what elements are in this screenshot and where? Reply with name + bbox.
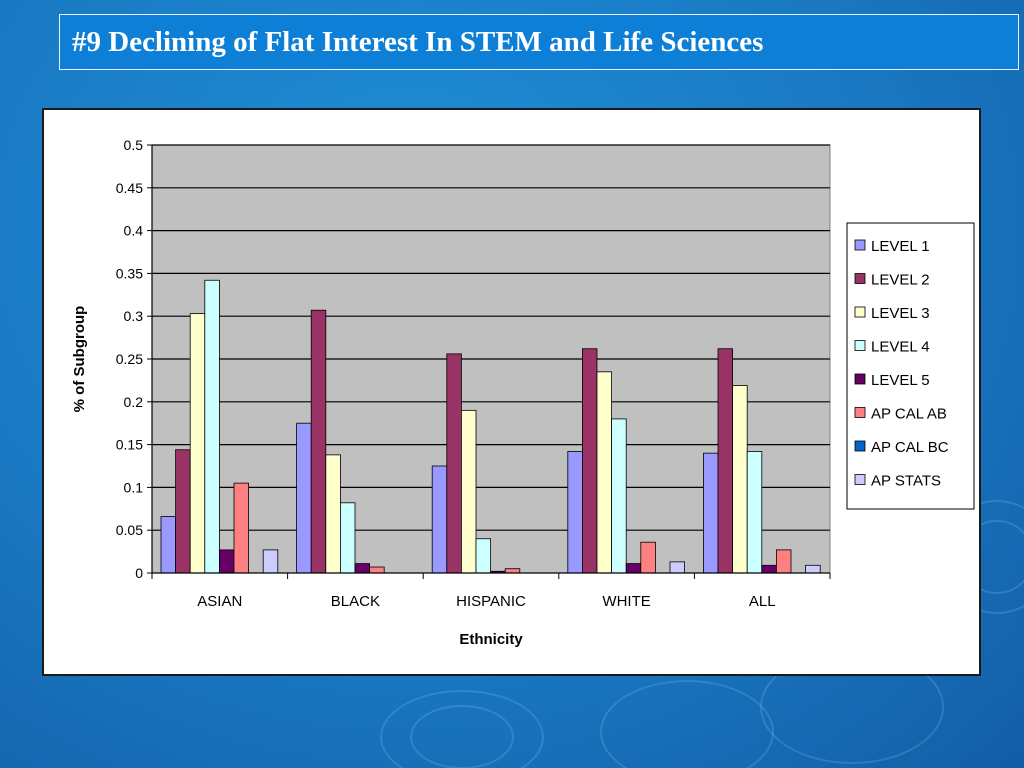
legend-label: AP STATS [871,473,941,490]
bar [262,549,279,574]
legend-label: LEVEL 1 [871,238,930,255]
legend-label: LEVEL 3 [871,305,930,322]
bar [189,313,206,574]
bar [732,385,748,574]
bar [625,563,642,574]
y-tick-label: 0.4 [124,223,144,239]
bar [369,566,385,574]
x-tick-label: ASIAN [197,593,242,610]
bar-chart: 0 0.05 0.1 0.15 0.2 0.25 0.3 0.35 0.4 0.45 0.5 ASIA… [71,137,975,648]
bar [761,564,777,574]
legend-swatch [854,306,866,318]
legend-label: AP CAL BC [871,439,949,456]
bar [475,538,492,574]
legend-label: AP CAL AB [871,406,947,423]
legend-swatch [854,474,866,485]
y-tick-label: 0.2 [124,394,144,410]
bar [582,348,598,574]
legend-box [846,222,975,510]
y-tick-label: 0.45 [116,180,143,196]
legend-swatch [854,407,866,418]
bar [596,371,613,574]
legend-items: LEVEL 1 LEVEL 2 LEVEL 3 LEVEL 4 LEVEL 5 AP CA… [854,238,949,490]
y-axis-title: % of Subgroup [71,306,88,413]
bar [611,418,627,574]
bar [717,348,734,574]
decorative-ripple [380,690,544,768]
bar [310,309,327,574]
chart-panel: 0 0.05 0.1 0.15 0.2 0.25 0.3 0.35 0.4 0.45 0.5 ASIA… [42,108,981,676]
bar [175,449,191,574]
legend-label: LEVEL 4 [871,339,930,356]
decorative-ripple [600,680,774,768]
y-tick-label: 0.1 [124,479,144,495]
legend-label: LEVEL 5 [871,372,930,389]
grid-lines [152,144,830,531]
x-tick-label: HISPANIC [456,593,526,610]
legend-swatch [854,340,866,351]
legend-swatch [854,440,866,452]
x-tick-label: ALL [749,593,776,610]
bar [204,279,220,574]
bar [805,564,821,574]
x-tick-label: BLACK [331,593,380,610]
bar [160,516,177,574]
y-tick-label: 0.05 [116,522,143,538]
y-tick-label: 0.3 [124,308,144,324]
bar [296,422,312,574]
bar [669,561,686,574]
axes: 0 0.05 0.1 0.15 0.2 0.25 0.3 0.35 0.4 0.45 0.5 ASIA… [116,137,831,610]
legend: LEVEL 1 LEVEL 2 LEVEL 3 LEVEL 4 LEVEL 5 AP CA… [846,222,975,510]
bar [431,465,448,574]
bar [446,353,462,574]
bar [233,482,250,574]
bar [325,454,341,574]
bar [218,549,235,574]
bar [640,541,656,574]
y-tick-label: 0.25 [116,351,143,367]
legend-label: LEVEL 2 [871,272,930,289]
slide-title-box: #9 Declining of Flat Interest In STEM an… [59,14,1019,70]
decorative-ripple [410,705,514,768]
bar [354,563,371,574]
y-tick-label: 0.5 [124,137,144,153]
legend-swatch [854,239,866,251]
bar [460,409,477,574]
bar [339,502,356,574]
bar [504,568,521,574]
y-tick-label: 0.15 [116,437,143,453]
legend-swatch [854,373,866,385]
y-tick-label: 0.35 [116,265,143,281]
x-tick-label: WHITE [602,593,650,610]
bar [567,451,583,574]
x-axis-title: Ethnicity [459,631,523,648]
slide-title: #9 Declining of Flat Interest In STEM an… [72,26,764,58]
bar [703,452,719,574]
legend-swatch [854,273,866,284]
bar [746,451,763,574]
bars [160,279,821,574]
bar [776,549,792,574]
y-tick-label: 0 [135,565,143,581]
